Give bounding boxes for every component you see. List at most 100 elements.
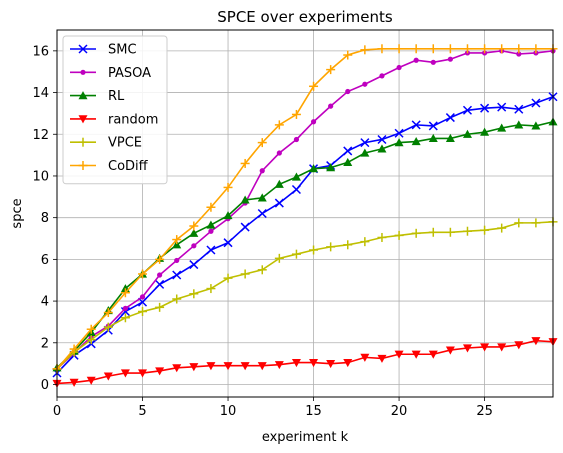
data-point [139, 294, 146, 300]
data-point [174, 257, 180, 264]
legend-marker [78, 161, 88, 170]
data-point [447, 56, 453, 62]
data-point [103, 322, 113, 332]
data-point [309, 81, 319, 91]
legend: SMC PASOA RL random VPCE CoDiff [62, 35, 168, 185]
legend-label: PASOA [108, 66, 151, 81]
legend-marker [78, 137, 88, 147]
data-point [293, 136, 300, 143]
series-random [52, 337, 558, 388]
data-point [309, 164, 319, 173]
data-point [394, 44, 404, 54]
data-point [274, 253, 284, 263]
data-point [120, 306, 130, 317]
data-point [430, 59, 436, 65]
data-point [172, 364, 182, 373]
data-point [462, 226, 472, 236]
data-point [345, 88, 351, 95]
axis-ticks: 0 5 10 15 20 25 0 2 4 6 8 10 12 14 16 [32, 44, 492, 419]
data-point [291, 358, 301, 368]
data-point [86, 324, 96, 334]
data-point [445, 113, 455, 123]
data-point [396, 64, 402, 71]
x-axis-label: experiment k [262, 430, 349, 445]
data-point [69, 378, 79, 387]
y-axis-label: spce [10, 198, 25, 228]
series-line [56, 339, 554, 385]
data-point [274, 120, 284, 130]
data-point [189, 228, 199, 237]
y-tick-label: 0 [41, 378, 49, 393]
data-point [516, 51, 522, 57]
data-point [480, 343, 490, 352]
series-vpce [52, 217, 558, 374]
data-point [138, 307, 148, 317]
data-point [377, 134, 387, 145]
data-point [462, 344, 472, 353]
data-point [379, 73, 385, 79]
data-point [394, 128, 404, 138]
data-point [377, 44, 387, 54]
data-point [377, 354, 387, 363]
data-point [274, 179, 284, 188]
y-tick-label: 10 [32, 169, 49, 184]
data-point [343, 50, 353, 60]
data-point [445, 346, 455, 355]
data-point [172, 235, 182, 245]
y-tick-label: 16 [32, 44, 49, 59]
legend-item-rl: RL [70, 89, 125, 104]
data-point [462, 129, 472, 138]
data-point [411, 44, 421, 54]
data-point [291, 172, 301, 181]
data-point [122, 305, 129, 311]
data-point [206, 284, 216, 294]
data-point [172, 240, 182, 249]
data-point [86, 335, 96, 345]
data-point [189, 289, 199, 299]
data-point [343, 157, 353, 167]
data-point [514, 44, 524, 54]
legend-item-smc: SMC [70, 43, 137, 58]
data-point [291, 184, 301, 195]
data-point [394, 350, 404, 359]
data-point [240, 269, 250, 279]
x-tick-label: 5 [138, 404, 146, 419]
legend-label: CoDiff [108, 159, 149, 174]
data-point [189, 260, 199, 270]
data-point [480, 127, 490, 136]
data-point [411, 228, 421, 238]
data-point [360, 138, 370, 148]
x-tick-label: 15 [305, 404, 322, 419]
data-point [69, 344, 79, 354]
data-point [257, 138, 267, 148]
data-point [531, 337, 541, 346]
data-point [208, 228, 214, 234]
data-point [223, 362, 233, 371]
data-point [531, 44, 541, 54]
data-point [394, 230, 404, 240]
data-point [445, 133, 455, 143]
legend-label: random [108, 112, 158, 127]
data-point [155, 279, 165, 289]
data-point [191, 243, 197, 249]
data-point [223, 182, 233, 192]
data-point [103, 308, 113, 318]
data-point [428, 350, 438, 359]
legend-item-random: random [70, 112, 158, 127]
legend-label: SMC [108, 43, 137, 58]
data-point [497, 102, 507, 112]
data-point [514, 120, 524, 129]
data-point [413, 57, 419, 63]
x-tick-label: 10 [220, 404, 237, 419]
data-point [157, 272, 163, 278]
data-point [362, 81, 368, 87]
data-point [257, 193, 267, 202]
data-point [480, 225, 490, 235]
data-point [274, 198, 284, 208]
data-point [343, 146, 353, 156]
data-point [531, 121, 541, 130]
data-point [155, 254, 165, 264]
data-point [360, 353, 370, 362]
data-point [276, 150, 282, 156]
data-point [497, 123, 507, 132]
